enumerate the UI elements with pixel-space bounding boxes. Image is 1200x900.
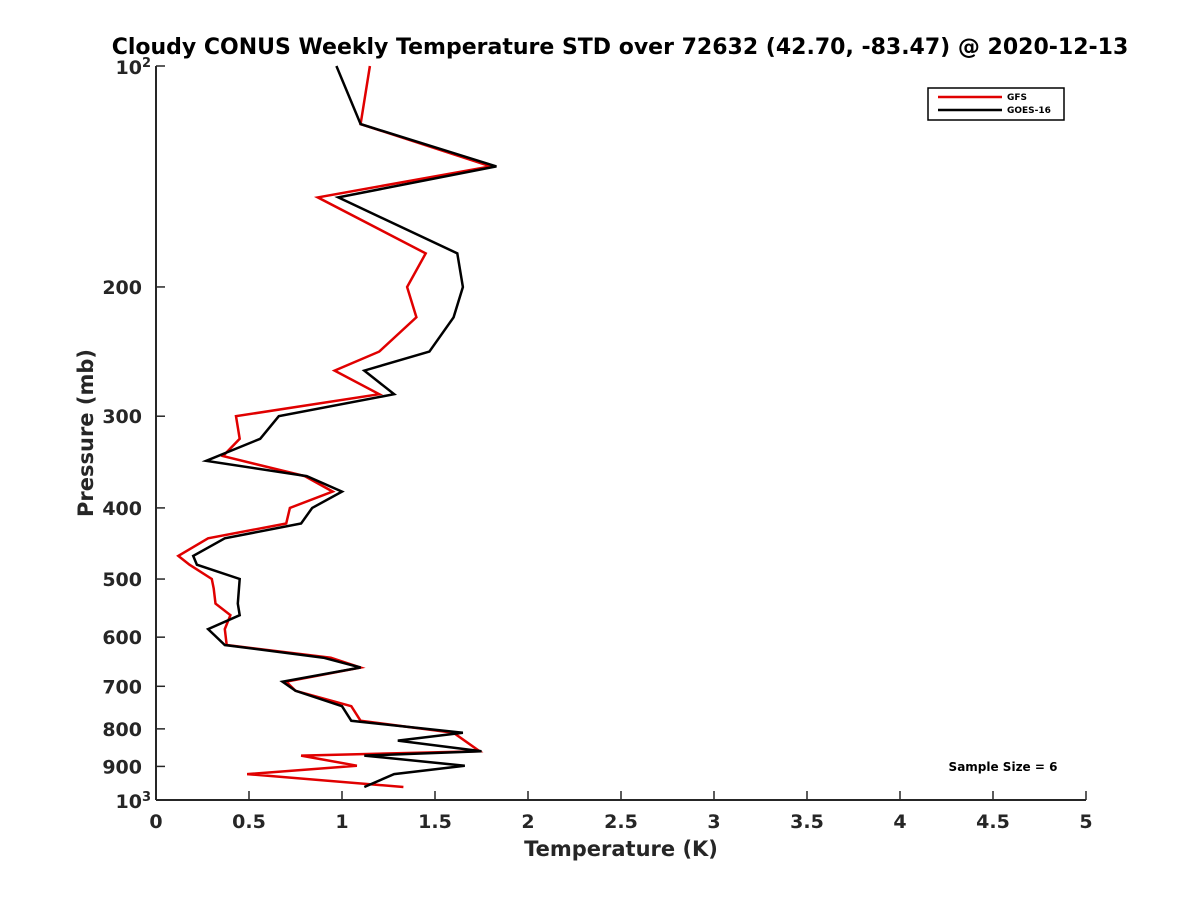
legend-label-goes16: GOES-16	[1007, 106, 1051, 116]
series-line-goes-16	[191, 65, 497, 789]
series-layer	[176, 65, 497, 789]
x-tick-label: 3	[707, 811, 720, 833]
x-tick-label: 4	[893, 811, 906, 833]
x-axis-label: Temperature (K)	[524, 837, 718, 861]
y-axis-label: Pressure (mb)	[74, 349, 98, 517]
legend-box	[927, 87, 1065, 121]
x-tick-label: 1	[335, 811, 348, 833]
chart-title: Cloudy CONUS Weekly Temperature STD over…	[112, 35, 1129, 60]
y-tick-label: 900	[102, 756, 142, 778]
y-tick-label: 10	[116, 57, 142, 79]
y-tick-label: 400	[102, 498, 142, 520]
x-tick-label: 3.5	[790, 811, 824, 833]
series-line-gfs	[176, 65, 492, 789]
y-tick-exponent: 2	[142, 56, 151, 71]
y-tick-label: 700	[102, 676, 142, 698]
legend-label-gfs: GFS	[1007, 93, 1027, 103]
x-tick-label: 4.5	[976, 811, 1010, 833]
y-tick-label: 200	[102, 277, 142, 299]
x-tick-label: 2.5	[604, 811, 638, 833]
y-tick-label: 600	[102, 627, 142, 649]
x-tick-label: 0	[149, 811, 162, 833]
y-tick-exponent: 3	[142, 790, 151, 805]
x-tick-label: 2	[521, 811, 534, 833]
y-tick-label: 800	[102, 719, 142, 741]
sample-size-annotation: Sample Size = 6	[949, 760, 1058, 774]
x-tick-label: 1.5	[418, 811, 452, 833]
legend: GFS GOES-16	[927, 87, 1065, 121]
y-tick-label: 500	[102, 569, 142, 591]
x-ticks: 0 0.5 1 1.5 2 2.5 3 3.5 4 4.5 5	[149, 791, 1093, 833]
y-tick-label: 10	[116, 791, 142, 813]
x-tick-label: 0.5	[232, 811, 266, 833]
x-tick-label: 5	[1079, 811, 1092, 833]
y-tick-label: 300	[102, 406, 142, 428]
